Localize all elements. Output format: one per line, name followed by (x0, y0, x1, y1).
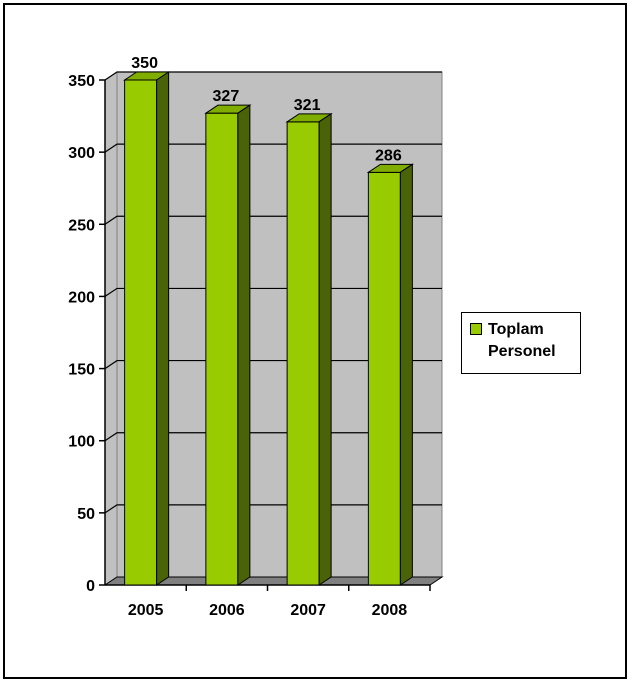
legend-swatch-toplam-personel (470, 323, 482, 335)
y-tick-label: 200 (68, 289, 95, 306)
y-tick-label: 50 (77, 506, 95, 523)
gridline (104, 71, 442, 81)
y-tick-label: 0 (86, 578, 95, 595)
gridline (104, 287, 442, 297)
x-tick-label: 2005 (128, 602, 164, 619)
y-tick-label: 350 (68, 73, 95, 90)
gridline (104, 359, 442, 370)
data-label: 327 (213, 88, 240, 105)
bar-side-2005 (156, 71, 170, 586)
legend: Toplam Personel (461, 312, 581, 374)
bar-2008 (367, 171, 401, 586)
y-tick-label: 300 (68, 145, 95, 162)
bar-side-2006 (237, 104, 251, 586)
x-tick-label: 2006 (209, 602, 245, 619)
bar-2005 (124, 79, 158, 586)
gridline (104, 432, 442, 442)
data-label: 286 (375, 147, 402, 164)
gridline (104, 504, 442, 514)
y-tick-label: 150 (68, 362, 95, 379)
gridline (104, 215, 442, 225)
bar-side-2008 (399, 163, 413, 586)
bar-2006 (205, 112, 239, 586)
y-tick-label: 100 (68, 434, 95, 451)
gridline (104, 143, 442, 153)
x-tick-label: 2008 (372, 602, 408, 619)
bar-side-2007 (318, 112, 332, 586)
data-label: 321 (294, 97, 321, 114)
x-tick-label: 2007 (290, 602, 326, 619)
legend-label: Toplam Personel (488, 321, 556, 360)
data-label: 350 (131, 55, 158, 72)
bar-2007 (286, 121, 320, 586)
y-tick-label: 250 (68, 217, 95, 234)
plot-side-wall (104, 71, 118, 586)
